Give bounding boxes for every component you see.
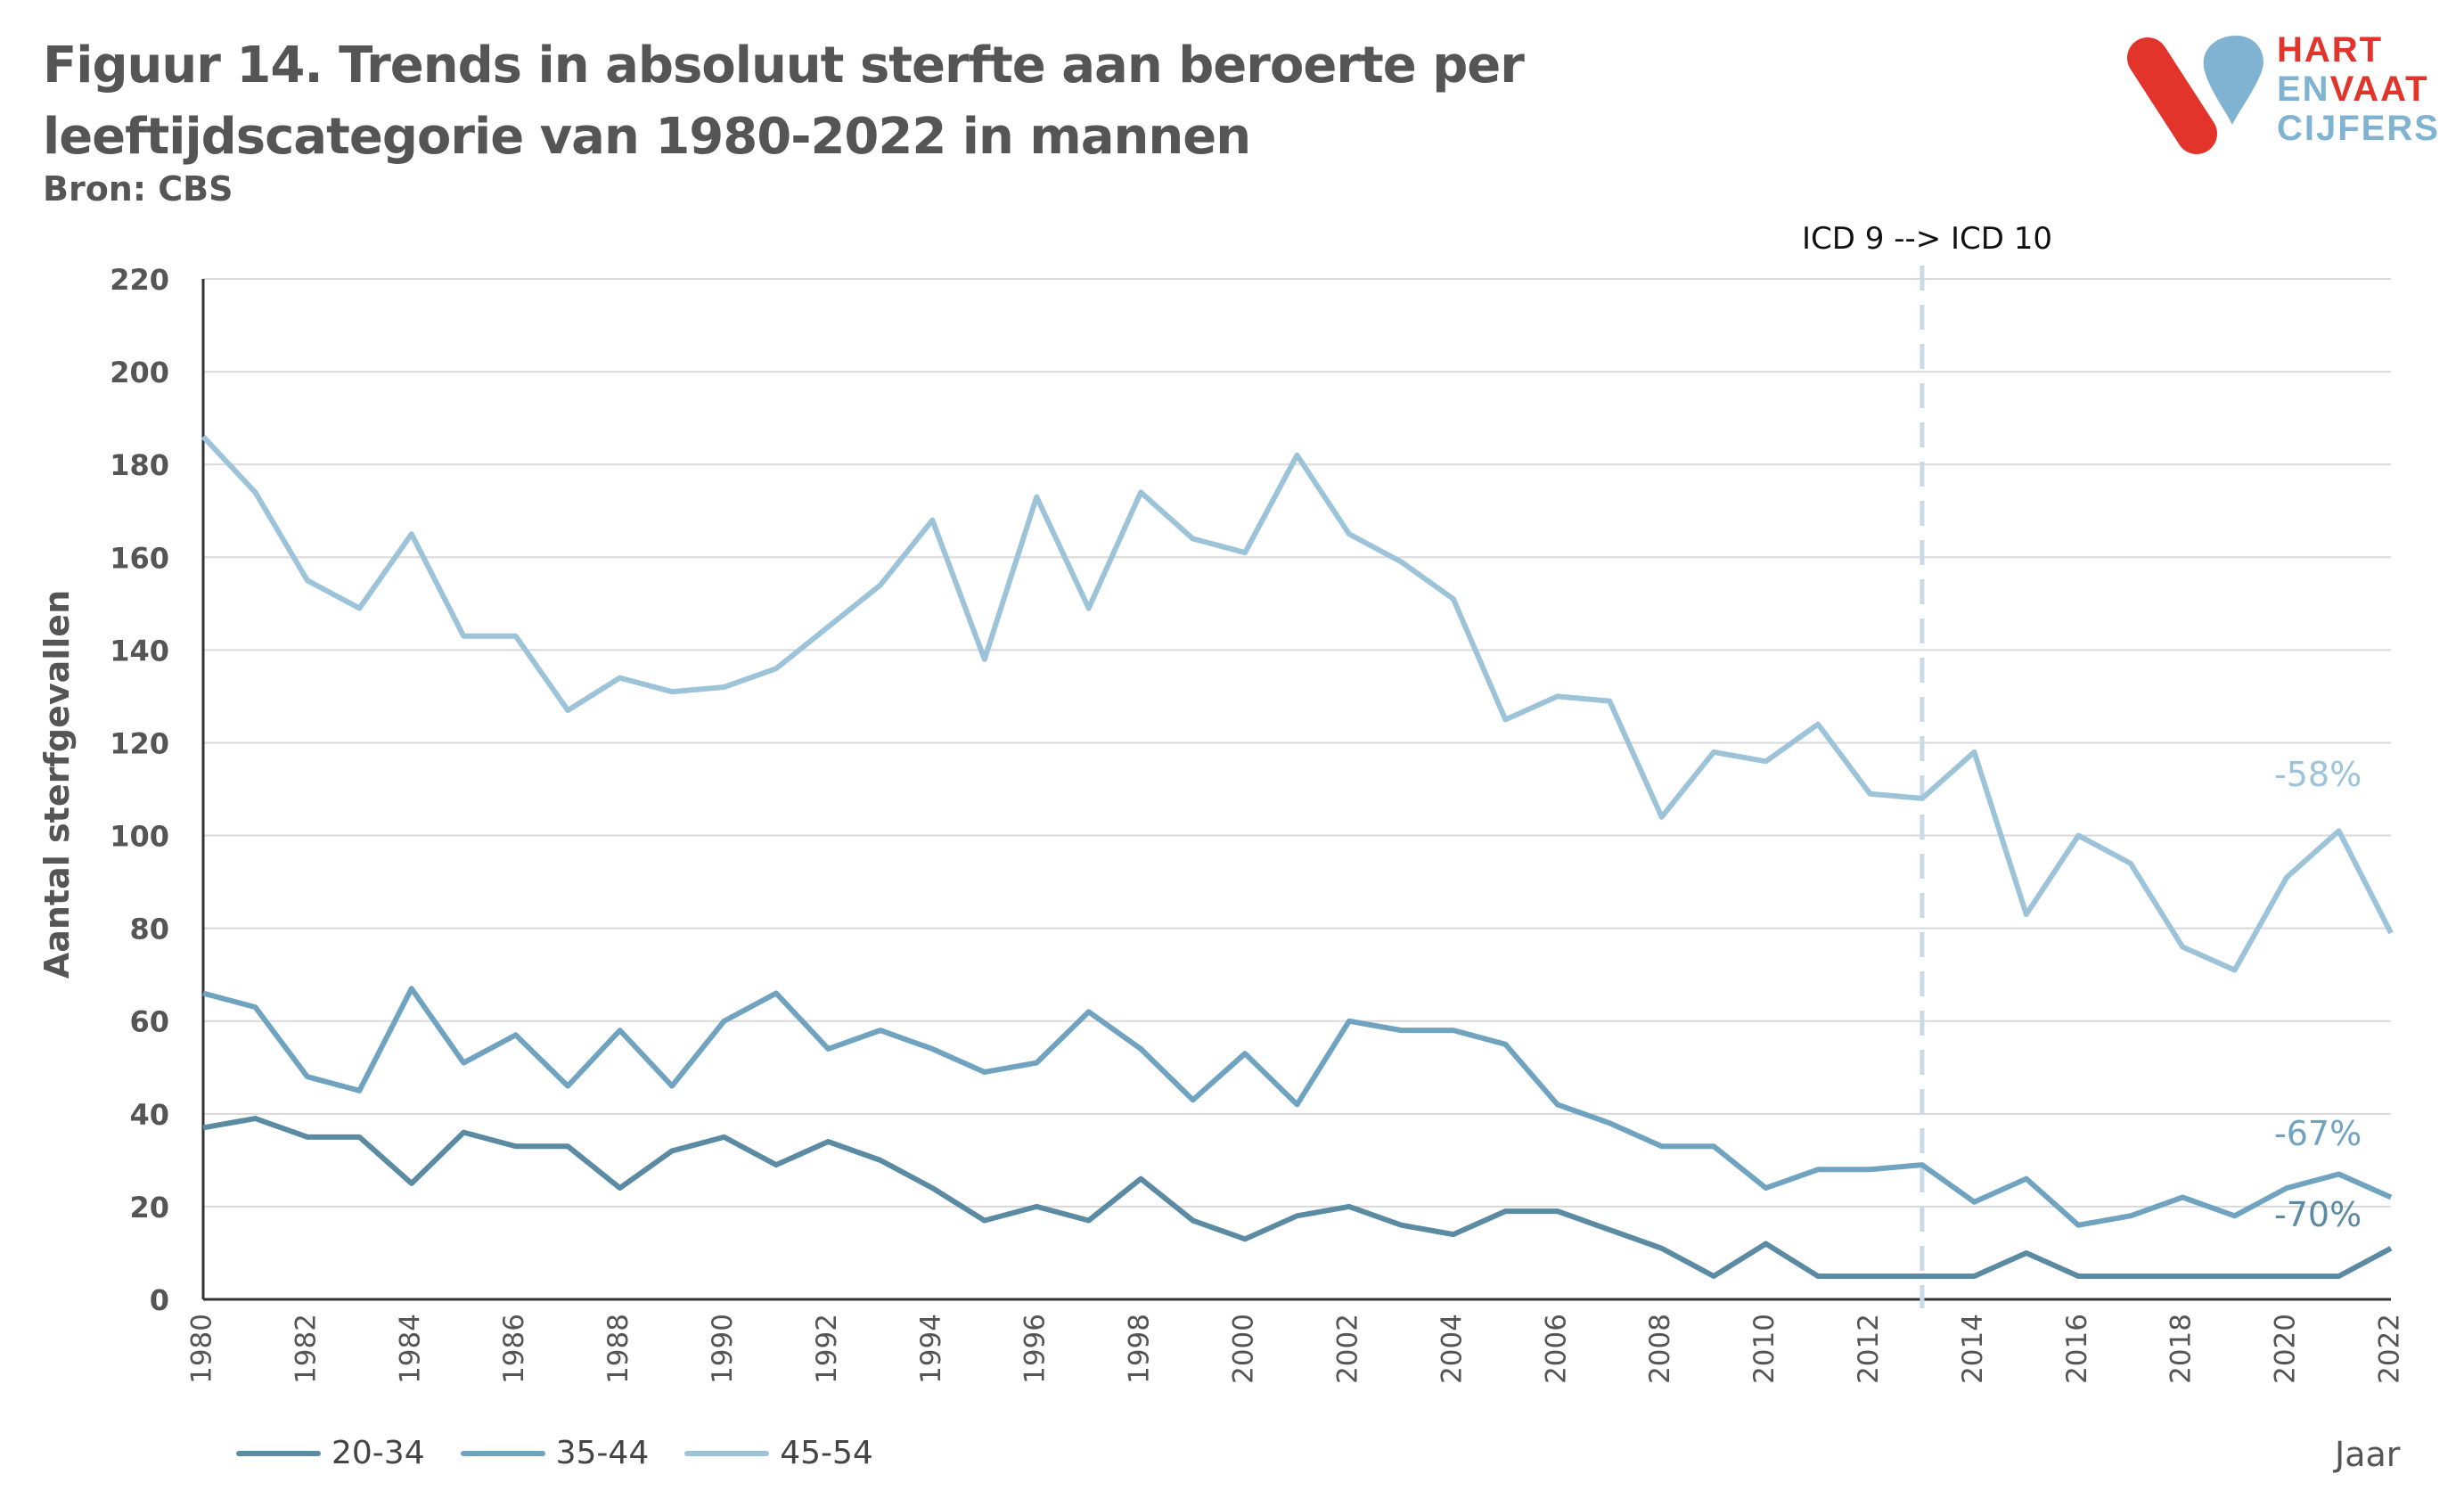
grid-lines bbox=[203, 278, 2391, 1208]
legend-label: 45-54 bbox=[780, 1435, 873, 1471]
x-tick-label: 2012 bbox=[1853, 1314, 1885, 1384]
x-tick-label: 1982 bbox=[290, 1314, 322, 1384]
series-line-20-34 bbox=[202, 1116, 2393, 1279]
x-tick-label: 1994 bbox=[915, 1314, 947, 1384]
legend-item-35-44: 35-44 bbox=[460, 1435, 650, 1471]
y-tick-label: 60 bbox=[129, 1005, 169, 1039]
chart-title: Figuur 14. Trends in absoluut sterfte aa… bbox=[43, 37, 1525, 166]
logo-text-line2a: EN bbox=[2277, 70, 2330, 109]
x-tick-label: 1990 bbox=[707, 1314, 739, 1384]
y-tick-label: 100 bbox=[110, 820, 169, 854]
x-tick-label: 2004 bbox=[1436, 1314, 1468, 1384]
y-tick-label: 180 bbox=[110, 448, 169, 482]
y-tick-label: 40 bbox=[129, 1098, 169, 1132]
change-label-35-44: -67% bbox=[2274, 1113, 2362, 1153]
x-tick-label: 2010 bbox=[1748, 1314, 1780, 1384]
axes bbox=[201, 279, 2391, 1301]
logo-text-line1: HART bbox=[2277, 30, 2384, 70]
x-tick-label: 1980 bbox=[186, 1314, 218, 1384]
x-tick-label: 2020 bbox=[2270, 1314, 2302, 1384]
x-tick-label: 2006 bbox=[1540, 1314, 1572, 1384]
y-tick-label: 20 bbox=[129, 1191, 169, 1224]
legend-swatch bbox=[684, 1450, 770, 1456]
legend-swatch bbox=[236, 1450, 321, 1456]
y-tick-label: 220 bbox=[110, 263, 169, 297]
x-axis-label: Jaar bbox=[2335, 1435, 2401, 1474]
x-tick-label: 2016 bbox=[2061, 1314, 2093, 1384]
y-tick-label: 160 bbox=[110, 541, 169, 575]
y-tick-label: 120 bbox=[110, 726, 169, 760]
change-label-20-34: -70% bbox=[2274, 1194, 2362, 1234]
y-tick-label: 0 bbox=[150, 1283, 169, 1317]
legend-item-45-54: 45-54 bbox=[684, 1435, 873, 1471]
series-line-45-54 bbox=[201, 434, 2394, 973]
legend-label: 35-44 bbox=[555, 1435, 650, 1471]
x-tick-label: 1984 bbox=[394, 1314, 426, 1384]
x-tick-label: 2008 bbox=[1644, 1314, 1676, 1384]
x-tick-label: 2018 bbox=[2165, 1314, 2198, 1384]
icd-annotation: ICD 9 --> ICD 10 bbox=[1802, 221, 2053, 257]
x-tick-label: 2002 bbox=[1331, 1314, 1363, 1384]
x-tick-labels: 1980 1982 1984 1986 1988 1990 1992 1994 1996 1998… bbox=[186, 1314, 2406, 1384]
hartenvaatcijfers-logo: HART ENVAAT CIJFERS bbox=[2121, 27, 2451, 160]
logo-text-line2b: VAAT bbox=[2329, 70, 2429, 109]
y-tick-label: 140 bbox=[110, 634, 169, 668]
y-tick-label: 80 bbox=[129, 913, 169, 946]
x-tick-label: 2014 bbox=[1957, 1314, 1989, 1384]
series-lines bbox=[201, 434, 2394, 1279]
change-label-45-54: -58% bbox=[2274, 754, 2362, 794]
chart-source: Bron: CBS bbox=[43, 169, 233, 209]
x-tick-label: 2022 bbox=[2374, 1314, 2406, 1384]
legend-label: 20-34 bbox=[332, 1435, 425, 1471]
series-line-35-44 bbox=[202, 986, 2393, 1228]
x-tick-label: 2000 bbox=[1228, 1314, 1260, 1384]
logo-mark-icon bbox=[2127, 36, 2263, 154]
y-tick-labels: 0 20 40 60 80 100 120 140 160 180 200 220 bbox=[110, 263, 169, 1317]
x-tick-label: 1988 bbox=[602, 1314, 634, 1384]
y-tick-label: 200 bbox=[110, 356, 169, 389]
x-tick-label: 1996 bbox=[1019, 1314, 1052, 1384]
logo-text-line3: CIJFERS bbox=[2277, 109, 2440, 148]
y-axis-label: Aantal sterfgevallen bbox=[37, 589, 77, 979]
x-tick-label: 1992 bbox=[811, 1314, 843, 1384]
legend-item-20-34: 20-34 bbox=[236, 1435, 425, 1471]
x-tick-label: 1986 bbox=[498, 1314, 530, 1384]
legend: 20-34 35-44 45-54 bbox=[236, 1435, 873, 1471]
x-tick-label: 1998 bbox=[1124, 1314, 1156, 1384]
legend-swatch bbox=[460, 1450, 545, 1456]
